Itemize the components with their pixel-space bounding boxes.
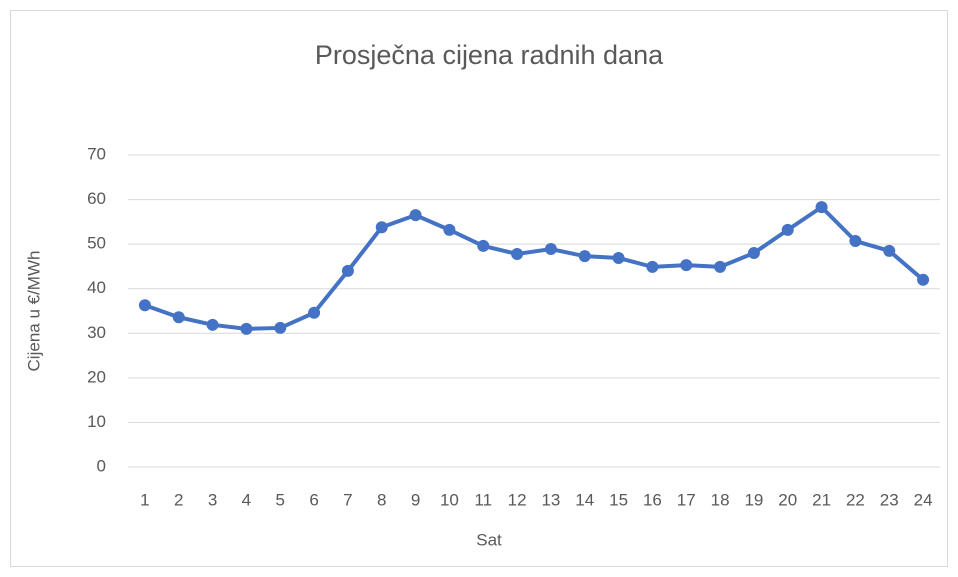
x-axis-label: Sat xyxy=(476,530,502,549)
y-tick-label: 10 xyxy=(87,412,106,431)
marker xyxy=(172,311,185,324)
marker xyxy=(240,322,253,335)
x-tick-label: 3 xyxy=(208,490,217,509)
marker xyxy=(206,318,219,331)
y-tick-label: 30 xyxy=(87,323,106,342)
x-tick-label: 20 xyxy=(778,490,797,509)
marker xyxy=(274,321,287,334)
marker xyxy=(341,264,354,277)
marker xyxy=(680,259,693,272)
marker xyxy=(714,260,727,273)
marker xyxy=(815,201,828,214)
x-tick-label: 9 xyxy=(411,490,420,509)
marker xyxy=(544,243,557,256)
x-tick-label: 13 xyxy=(541,490,560,509)
marker xyxy=(477,239,490,252)
x-tick-label: 18 xyxy=(711,490,730,509)
x-tick-label: 24 xyxy=(914,490,933,509)
x-tick-label: 22 xyxy=(846,490,865,509)
y-tick-label: 70 xyxy=(87,144,106,163)
x-tick-label: 15 xyxy=(609,490,628,509)
x-tick-label: 16 xyxy=(643,490,662,509)
x-tick-label: 7 xyxy=(343,490,352,509)
marker xyxy=(138,299,151,312)
marker xyxy=(443,223,456,236)
x-tick-label: 10 xyxy=(440,490,459,509)
marker xyxy=(578,250,591,263)
x-tick-label: 2 xyxy=(174,490,183,509)
x-tick-label: 14 xyxy=(575,490,594,509)
x-tick-label: 8 xyxy=(377,490,386,509)
y-tick-label: 0 xyxy=(97,456,106,475)
chart-title: Prosječna cijena radnih dana xyxy=(315,40,664,70)
x-tick-label: 6 xyxy=(309,490,318,509)
x-tick-label: 1 xyxy=(140,490,149,509)
y-tick-label: 20 xyxy=(87,367,106,386)
marker xyxy=(308,306,321,319)
marker xyxy=(612,251,625,264)
marker xyxy=(883,244,896,257)
x-tick-label: 12 xyxy=(508,490,527,509)
x-tick-label: 19 xyxy=(744,490,763,509)
marker xyxy=(917,273,930,286)
x-tick-label: 17 xyxy=(677,490,696,509)
marker xyxy=(849,235,862,248)
marker xyxy=(646,260,659,273)
x-tick-label: 11 xyxy=(474,490,492,509)
x-tick-label: 5 xyxy=(276,490,285,509)
marker xyxy=(781,223,794,236)
y-tick-label: 40 xyxy=(87,278,106,297)
marker xyxy=(409,209,422,222)
marker xyxy=(511,247,524,260)
x-tick-label: 4 xyxy=(242,490,251,509)
marker xyxy=(375,221,388,234)
y-tick-label: 60 xyxy=(87,189,106,208)
y-tick-label: 50 xyxy=(87,234,106,253)
marker xyxy=(747,247,760,260)
x-tick-label: 21 xyxy=(812,490,831,509)
y-axis-label: Cijena u €/MWh xyxy=(24,251,43,372)
x-tick-label: 23 xyxy=(880,490,899,509)
